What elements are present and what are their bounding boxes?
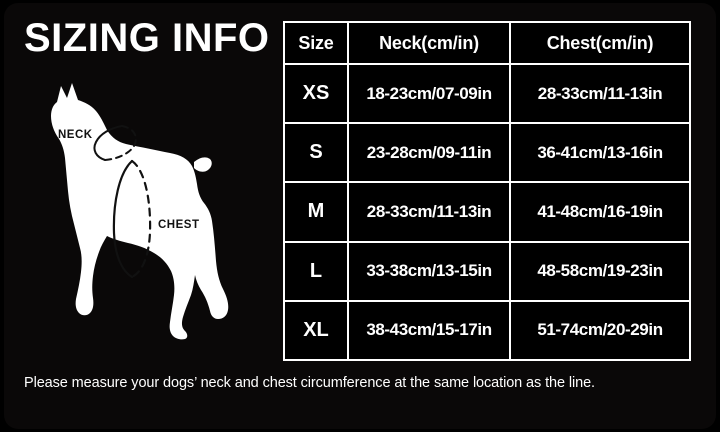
neck-label: NECK [58,129,93,141]
measurement-instruction-note: Please measure your dogs’ neck and chest… [24,375,595,391]
cell-size: XS [283,62,349,125]
cell-neck: 38-43cm/15-17in [347,299,511,362]
cell-neck: 33-38cm/13-15in [347,240,511,302]
header-neck: Neck(cm/in) [347,21,511,65]
chest-measure-ellipse [112,159,152,279]
table-row: S 23-28cm/09-11in 36-41cm/13-16in [283,122,691,184]
table-row: L 33-38cm/13-15in 48-58cm/19-23in [283,240,691,302]
dog-body-shape [51,83,229,340]
cell-chest: 51-74cm/20-29in [509,299,691,362]
size-table: Size Neck(cm/in) Chest(cm/in) XS 18-23cm… [283,21,691,362]
page-title: SIZING INFO [24,16,270,60]
dog-tail-shape [194,157,212,172]
cell-neck: 28-33cm/11-13in [347,181,511,243]
chest-label: CHEST [158,219,199,231]
cell-neck: 18-23cm/07-09in [347,62,511,125]
cell-chest: 41-48cm/16-19in [509,181,691,243]
size-table-container: Size Neck(cm/in) Chest(cm/in) XS 18-23cm… [283,21,691,362]
table-row: XL 38-43cm/15-17in 51-74cm/20-29in [283,299,691,362]
table-header-row: Size Neck(cm/in) Chest(cm/in) [283,21,691,65]
neck-measure-ellipse [93,125,137,161]
cell-size: M [283,181,349,243]
cell-size: XL [283,299,349,362]
cell-neck: 23-28cm/09-11in [347,122,511,184]
cell-size: S [283,122,349,184]
cell-chest: 28-33cm/11-13in [509,62,691,125]
table-row: XS 18-23cm/07-09in 28-33cm/11-13in [283,62,691,125]
header-size: Size [283,21,349,65]
dog-silhouette-diagram: NECK CHEST [18,58,268,358]
table-row: M 28-33cm/11-13in 41-48cm/16-19in [283,181,691,243]
cell-size: L [283,240,349,302]
cell-chest: 36-41cm/13-16in [509,122,691,184]
header-chest: Chest(cm/in) [509,21,691,65]
cell-chest: 48-58cm/19-23in [509,240,691,302]
